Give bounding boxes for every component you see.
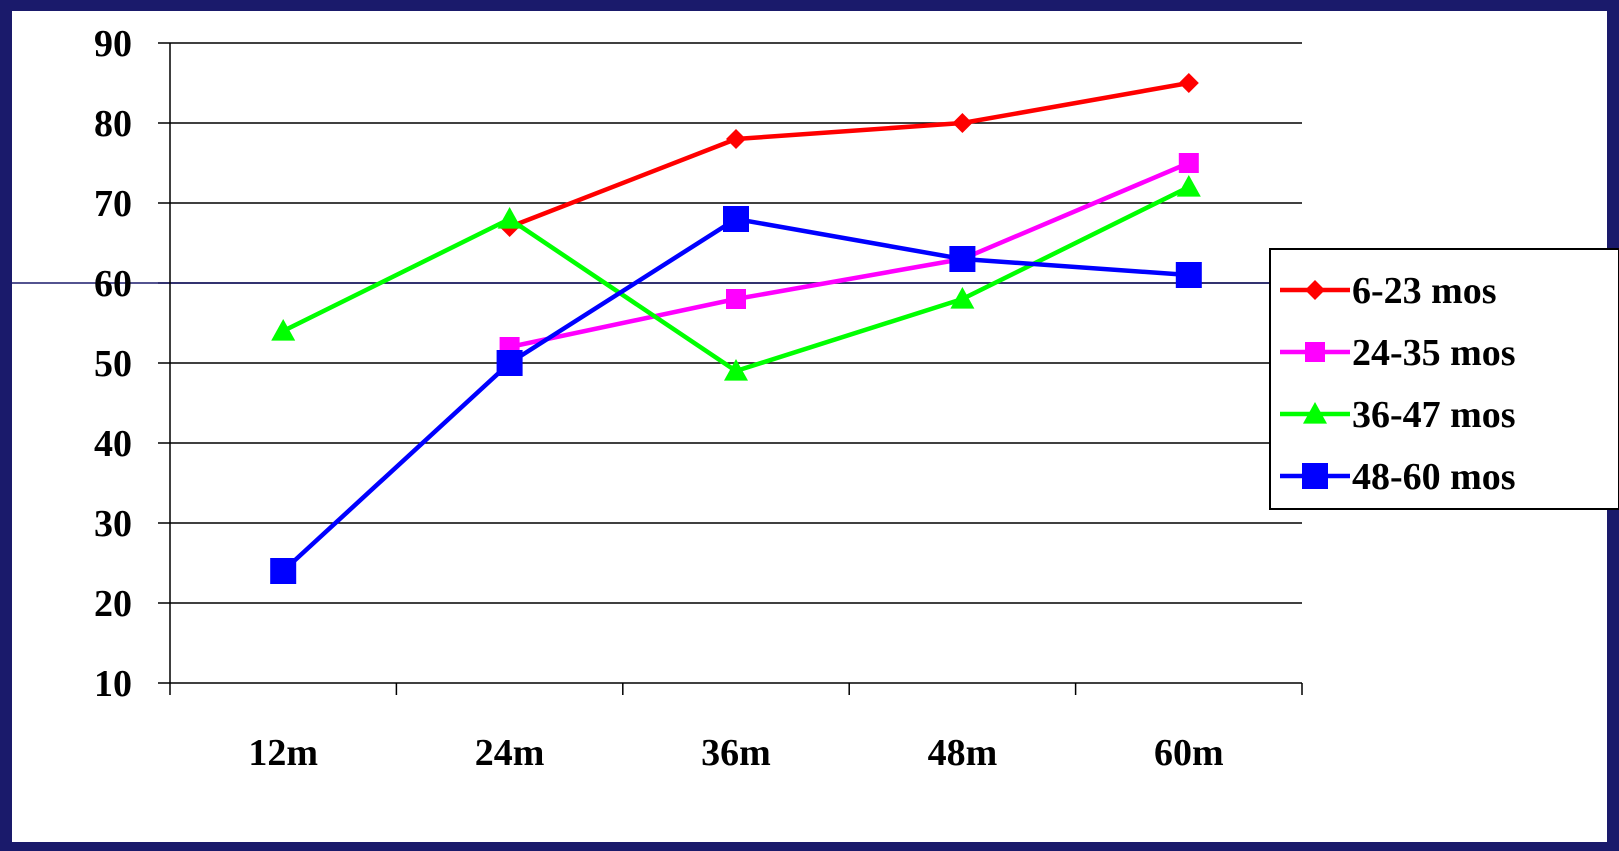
legend-label: 6-23 mos xyxy=(1352,270,1497,312)
x-tick-label: 60m xyxy=(1154,732,1224,774)
series-3 xyxy=(270,206,1202,584)
legend-item: 36-47 mos xyxy=(1280,394,1516,436)
legend-item: 48-60 mos xyxy=(1280,456,1516,498)
legend-swatch-marker xyxy=(1305,342,1325,362)
series-1 xyxy=(499,153,1199,357)
data-point xyxy=(1176,175,1201,197)
slide-border-top xyxy=(0,0,1619,11)
slide-border-left xyxy=(0,0,12,851)
data-point xyxy=(1178,73,1199,93)
y-tick-label: 10 xyxy=(94,663,132,705)
data-point xyxy=(1175,262,1202,288)
legend-box xyxy=(1269,248,1619,510)
axes: 10 20 30 40 50 60 70 80 90 12m 24m 36m 48m 60m xyxy=(94,23,1303,774)
x-tick-label: 24m xyxy=(475,732,545,774)
y-tick-label: 90 xyxy=(94,23,132,65)
data-point xyxy=(726,289,746,309)
data-point xyxy=(497,207,522,229)
legend-label: 24-35 mos xyxy=(1352,332,1516,374)
x-tick-label: 48m xyxy=(928,732,998,774)
y-tick-label: 20 xyxy=(94,583,132,625)
data-point xyxy=(271,319,296,341)
series-line xyxy=(281,216,1189,573)
data-point xyxy=(270,558,297,584)
legend-swatch-marker xyxy=(1302,463,1328,489)
legend-swatch-marker xyxy=(1303,402,1327,424)
y-tick-label: 30 xyxy=(94,503,132,545)
slide-border-bottom xyxy=(0,842,1619,851)
y-tick-label: 60 xyxy=(94,263,132,305)
legend-item: 24-35 mos xyxy=(1280,332,1516,374)
y-tick-label: 40 xyxy=(94,423,132,465)
series-2 xyxy=(271,175,1201,381)
data-point xyxy=(726,129,746,149)
data-point xyxy=(723,206,749,232)
data-point xyxy=(496,350,523,376)
x-tick-label: 36m xyxy=(701,732,771,774)
series-0 xyxy=(499,73,1199,237)
data-point xyxy=(1178,153,1199,173)
legend: 6-23 mos 24-35 mos 36-47 mos 48-60 mos xyxy=(1269,248,1619,510)
data-point xyxy=(952,113,973,133)
data-point xyxy=(950,287,975,309)
data-point xyxy=(724,359,748,381)
y-tick-label: 80 xyxy=(94,103,132,145)
legend-item: 6-23 mos xyxy=(1280,270,1497,312)
y-tick-label: 70 xyxy=(94,183,132,225)
data-point xyxy=(949,246,976,272)
series-line xyxy=(508,80,1190,230)
x-tick-label: 12m xyxy=(248,732,318,774)
legend-swatch-marker xyxy=(1305,280,1325,300)
legend-label: 48-60 mos xyxy=(1352,456,1516,498)
series-lines xyxy=(270,73,1202,584)
y-tick-label: 50 xyxy=(94,343,132,385)
series-line xyxy=(509,160,1190,350)
legend-label: 36-47 mos xyxy=(1352,394,1516,436)
